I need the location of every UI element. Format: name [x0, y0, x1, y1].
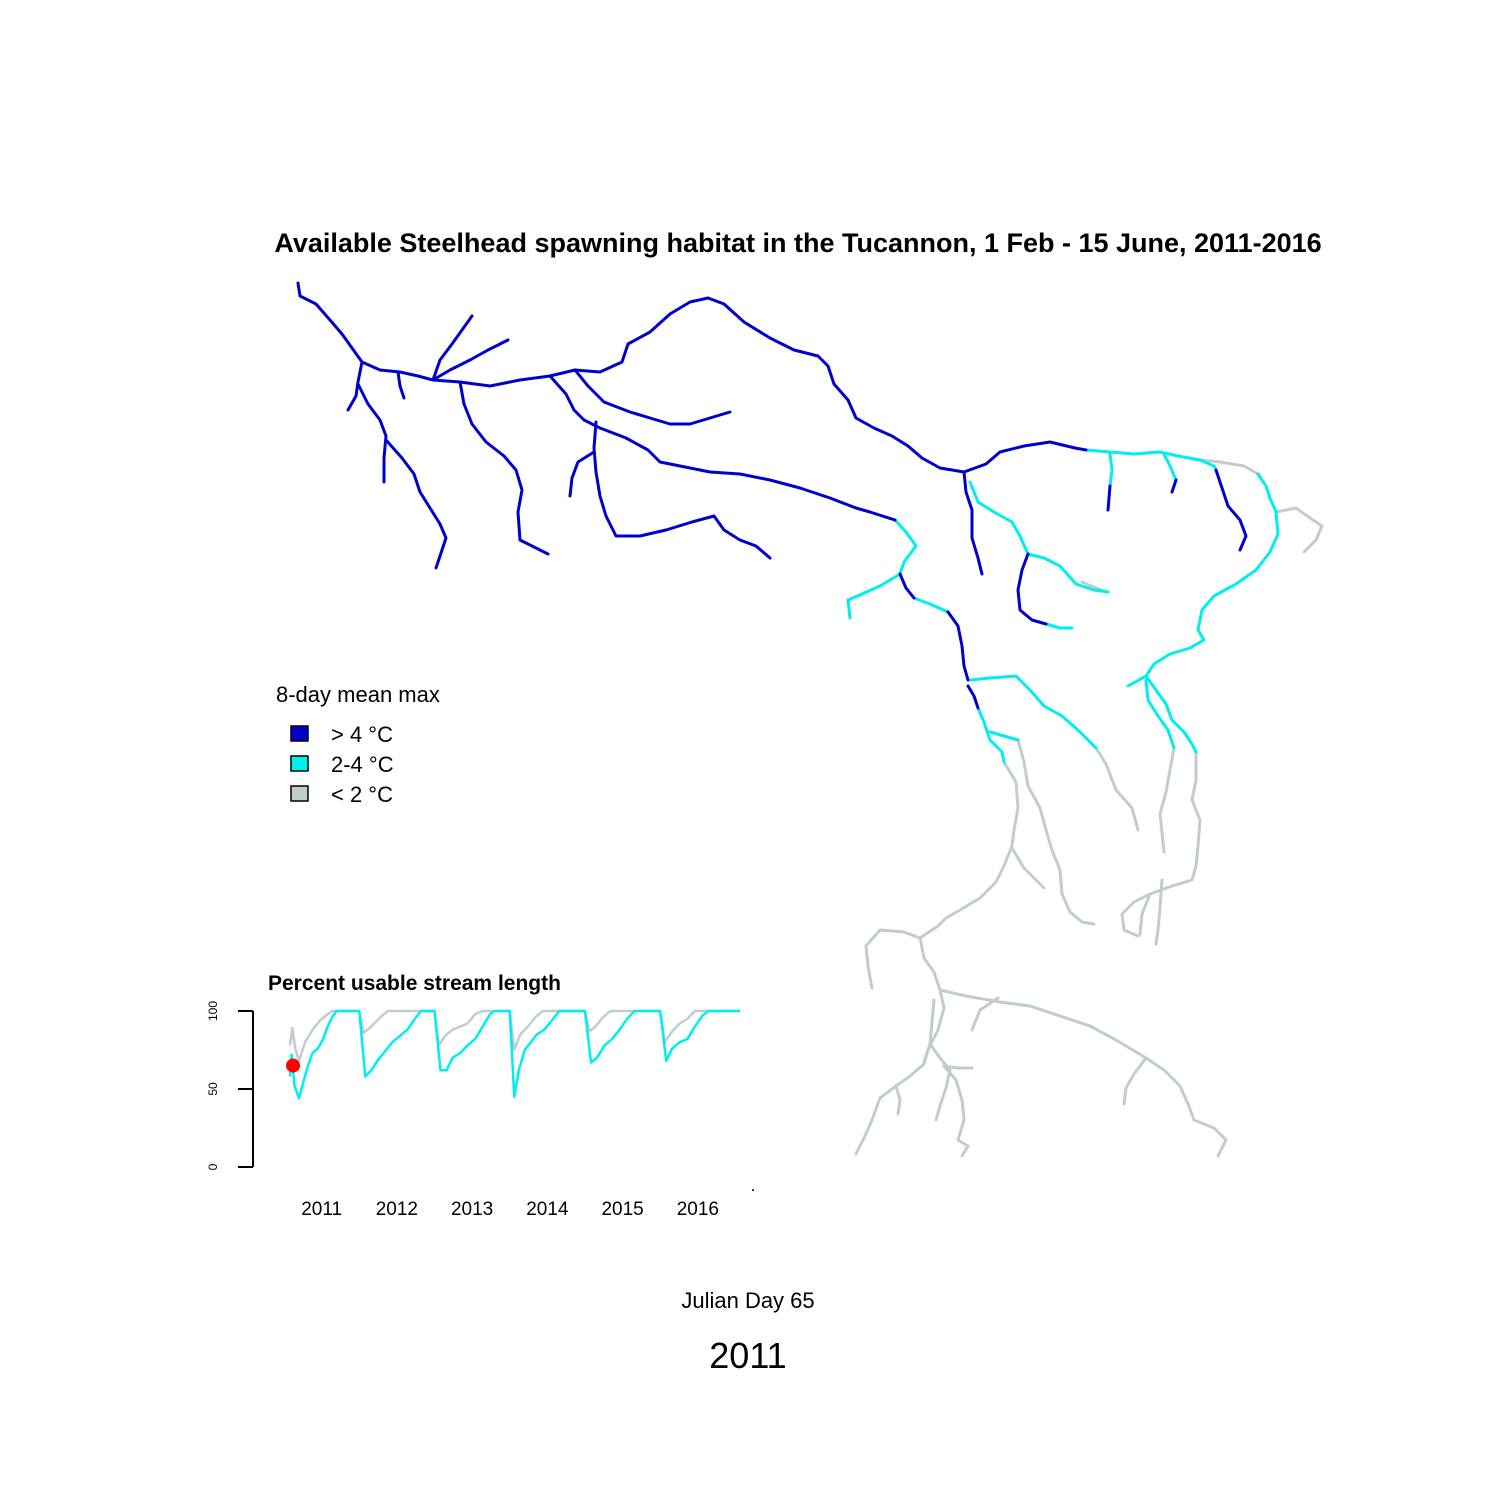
stream-reach-mid [1044, 622, 1074, 630]
x-tick-label: 2014 [526, 1199, 569, 1220]
stream-reach-gt4 [458, 380, 550, 556]
stream-reach-lt2 [1016, 738, 1096, 926]
stream-reach-lt2 [922, 998, 936, 1064]
x-tick-label: 2016 [677, 1199, 719, 1220]
current-day-marker [286, 1058, 301, 1073]
legend-swatch-mid [290, 755, 309, 772]
stream-reach-lt2 [1274, 506, 1324, 554]
stream-reach-lt2 [1120, 750, 1202, 938]
stream-reach-gt4 [431, 338, 510, 382]
julian-day-label: Julian Day 65 [681, 1288, 814, 1313]
stream-reach-gt4 [431, 314, 474, 382]
stream-reach-lt2 [864, 928, 922, 990]
stream-reach-mid [1108, 452, 1114, 488]
inset-chart: Percent usable stream length 0 50 100 2011… [206, 972, 754, 1220]
stream-reach-mid [912, 596, 950, 614]
legend-label-lt2: < 2 °C [331, 782, 393, 807]
stream-reach-mid [1126, 472, 1280, 688]
legend-label-mid: 2-4 °C [331, 752, 394, 777]
stream-reach-lt2 [894, 1084, 902, 1116]
legend-swatch-gt4 [290, 725, 309, 742]
stream-reach-gt4 [568, 450, 596, 498]
stream-reach-mid [1162, 452, 1178, 482]
legend: 8-day mean max > 4 °C 2-4 °C < 2 °C [276, 682, 440, 807]
legend-label-gt4: > 4 °C [331, 722, 393, 747]
stream-reach-gt4 [346, 360, 364, 412]
stream-reach-lt2 [928, 1042, 952, 1122]
stream-reach-gt4 [396, 370, 406, 400]
year-label: 2011 [709, 1335, 786, 1376]
stream-reach-gt4 [962, 440, 1088, 474]
y-tick-label: 100 [206, 1001, 220, 1021]
stream-reach-lt2 [918, 760, 1020, 940]
stream-reach-mid [1144, 678, 1176, 750]
stream-reach-lt2 [1158, 746, 1176, 854]
stream-reach-gt4 [296, 281, 364, 364]
stream-reach-lt2 [1198, 458, 1260, 476]
series-line [288, 1009, 740, 1063]
stream-reach-gt4 [1170, 478, 1178, 494]
stream-reach-mid [1144, 674, 1198, 754]
stream-reach-gt4 [573, 368, 732, 426]
stream-reach-gt4 [1214, 468, 1248, 552]
stream-reach-mid [976, 706, 1006, 764]
stream-reach-gt4 [360, 360, 435, 382]
x-tick-label: 2012 [376, 1199, 418, 1220]
legend-swatch-lt2 [290, 785, 309, 802]
x-tick-label: 2015 [601, 1199, 643, 1220]
stream-reach-lt2 [1010, 846, 1046, 890]
stream-reach-lt2 [942, 1064, 974, 1070]
stream-reach-lt2 [1154, 878, 1164, 946]
stream-reach-gt4 [946, 610, 970, 682]
stream-reach-mid [968, 674, 1098, 750]
stream-reach-gt4 [966, 684, 980, 710]
stream-reach-lt2 [970, 996, 1000, 1032]
stream-reach-gt4 [548, 374, 897, 522]
y-tick-label: 50 [206, 1082, 220, 1096]
stream-reach-mid [968, 480, 1110, 594]
stream-reach-gt4 [356, 382, 388, 484]
stream-reach-lt2 [1122, 1056, 1148, 1106]
stream-network [296, 281, 1324, 1158]
stream-reach-gt4 [384, 438, 448, 570]
stream-reach-gt4 [898, 572, 916, 600]
stream-reach-lt2 [1138, 892, 1152, 936]
stream-reach-gt4 [592, 420, 772, 560]
stray-dot [752, 1189, 754, 1191]
figure-title: Available Steelhead spawning habitat in … [274, 228, 1321, 258]
stream-reach-lt2 [1094, 746, 1140, 832]
stream-reach-gt4 [573, 296, 966, 474]
y-tick-label: 0 [206, 1163, 220, 1170]
stream-reach-lt2 [942, 1064, 970, 1158]
x-tick-label: 2013 [451, 1199, 493, 1220]
stream-reach-gt4 [431, 368, 577, 388]
stream-reach-gt4 [1016, 552, 1048, 626]
stream-reach-lt2 [938, 988, 1228, 1158]
stream-reach-gt4 [962, 470, 984, 576]
legend-title: 8-day mean max [276, 682, 440, 707]
stream-reach-mid [988, 730, 1020, 742]
inset-chart-title: Percent usable stream length [268, 972, 561, 995]
series-line [288, 1009, 740, 1100]
stream-reach-gt4 [1106, 484, 1112, 512]
stream-reach-mid [846, 518, 918, 620]
x-tick-label: 2011 [301, 1199, 342, 1220]
stream-reach-mid [1084, 448, 1202, 462]
